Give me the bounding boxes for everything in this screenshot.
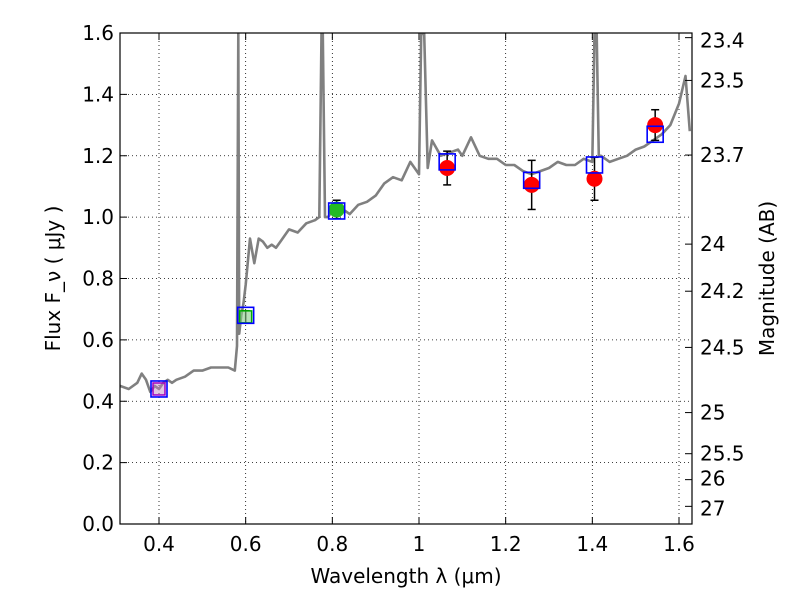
plot-frame — [119, 32, 693, 525]
mag-tick-label: 23.7 — [700, 143, 745, 167]
hst-photometry-point — [328, 201, 345, 218]
hst-photometry-point — [238, 310, 253, 324]
x-tick-label: 1.4 — [576, 532, 608, 556]
y-axis-label: Flux F_ν ( μJy ) — [41, 206, 65, 352]
x-tick-label: 1.2 — [490, 532, 522, 556]
x-tick-label: 1.6 — [663, 532, 695, 556]
model-photometry-marker — [646, 125, 664, 144]
mag-tick-label: 23.4 — [700, 29, 745, 53]
model-photometry-marker — [438, 153, 456, 171]
y-tick-label: 0.4 — [82, 389, 114, 413]
y-tick-label: 1.2 — [82, 144, 114, 168]
marker-layer — [150, 108, 664, 398]
x-tick-label: 0.8 — [316, 532, 348, 556]
ticks — [120, 32, 692, 525]
mag-tick-label: 26 — [700, 467, 725, 491]
mag-tick-label: 27 — [700, 496, 725, 520]
y-tick-label: 1.4 — [82, 82, 114, 106]
y-tick-label: 0.2 — [82, 451, 114, 475]
y-tick-label: 1.6 — [82, 21, 114, 45]
y-tick-label: 1.0 — [82, 205, 114, 229]
mag-tick-label: 25 — [700, 401, 725, 425]
y2-axis-label: Magnitude (AB) — [755, 201, 779, 356]
grid — [120, 32, 692, 525]
x-tick-label: 0.6 — [230, 532, 262, 556]
sed-spectrum-line — [119, 32, 692, 394]
labels: 0.4 0.6 0.8 1 1.2 1.4 1.6 0.0 0.2 0.4 0.6 0.8 1.0 1.2… — [41, 21, 779, 588]
observed-photometry-point — [439, 160, 456, 177]
model-photometry-marker — [150, 380, 168, 398]
observed-photometry-point — [586, 170, 603, 187]
observed-photometry-point — [647, 117, 664, 134]
model-photometry-marker — [522, 171, 541, 190]
y-tick-label: 0.6 — [82, 328, 114, 352]
uv-photometry-marker — [152, 382, 166, 396]
x-tick-label: 1 — [413, 532, 426, 556]
observed-photometry-point — [523, 176, 540, 193]
sed-layer — [119, 32, 692, 394]
model-photometry-marker — [585, 156, 604, 174]
x-axis-label: Wavelength λ (μm) — [310, 564, 501, 588]
mag-tick-label: 24.2 — [700, 279, 745, 303]
y-tick-label: 0.8 — [82, 267, 114, 291]
model-photometry-marker — [327, 202, 346, 220]
mag-tick-label: 24.5 — [700, 335, 745, 359]
y-tick-label: 0.0 — [82, 512, 114, 536]
mag-tick-label: 23.5 — [700, 68, 745, 92]
mag-tick-label: 24 — [700, 232, 725, 256]
mag-tick-label: 25.5 — [700, 442, 745, 466]
model-photometry-marker — [236, 306, 255, 325]
x-tick-label: 0.4 — [143, 532, 175, 556]
